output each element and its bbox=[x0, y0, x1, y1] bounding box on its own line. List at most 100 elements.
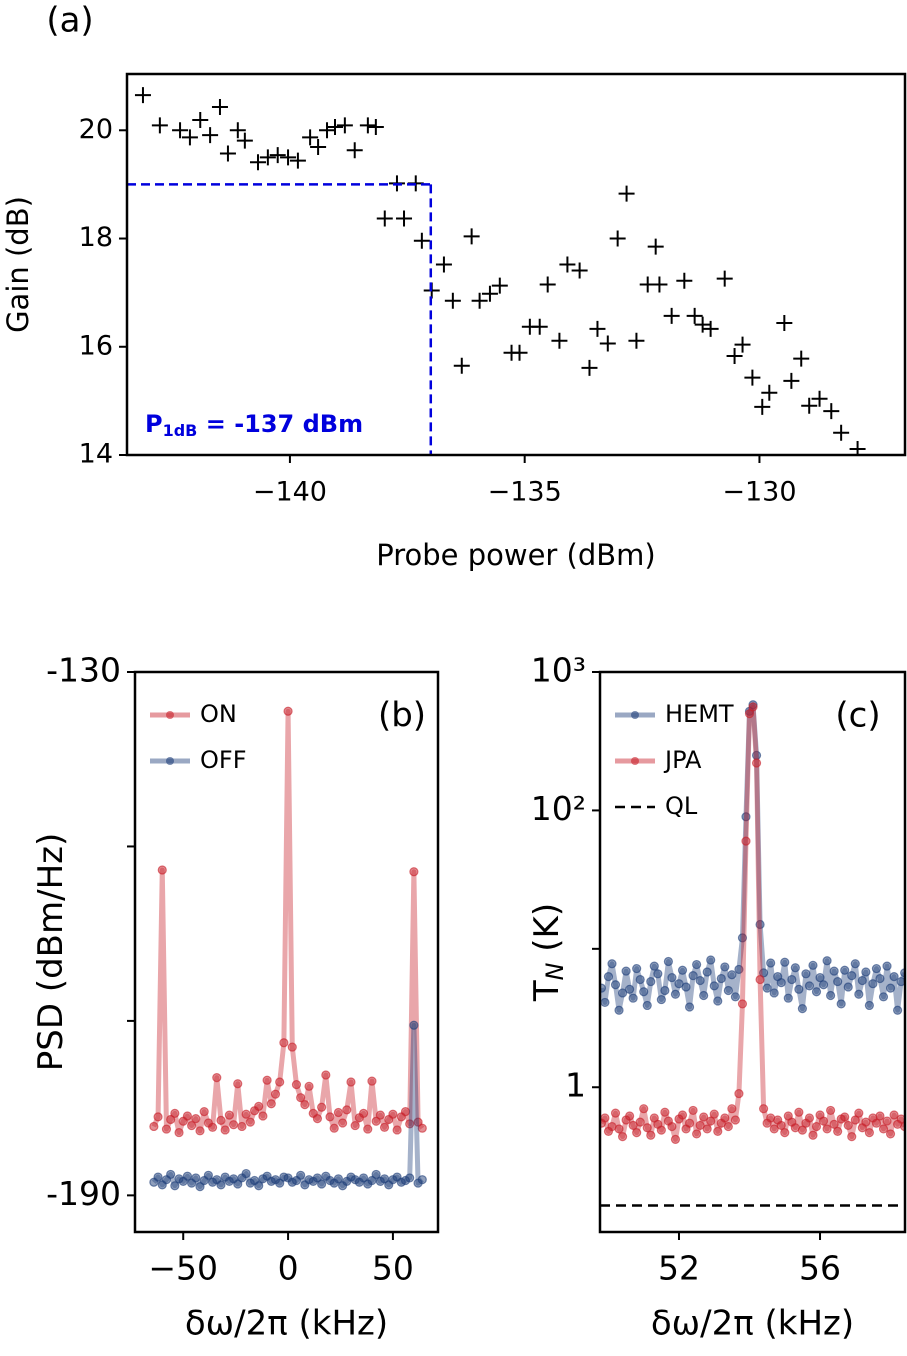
y-tick-label: -130 bbox=[46, 651, 121, 690]
data-point bbox=[723, 1121, 733, 1132]
data-point bbox=[392, 1125, 402, 1135]
plus-marker bbox=[192, 112, 209, 129]
data-point bbox=[804, 1113, 815, 1123]
annotation-text: P bbox=[145, 410, 163, 438]
y-tick-label: 10² bbox=[531, 789, 586, 828]
plus-marker bbox=[453, 357, 470, 374]
data-point bbox=[409, 1020, 419, 1030]
plot-area bbox=[600, 700, 905, 1207]
legend-label: HEMT bbox=[665, 700, 734, 728]
y-tick-label: 18 bbox=[79, 222, 113, 253]
data-point bbox=[667, 1121, 677, 1132]
data-point bbox=[195, 1182, 205, 1192]
y-axis-label-subscript: N bbox=[541, 962, 569, 980]
data-point bbox=[854, 1108, 864, 1118]
data-point bbox=[153, 1112, 163, 1122]
data-point bbox=[875, 973, 885, 984]
data-point bbox=[182, 1111, 193, 1121]
y-axis-label: PSD (dBm/Hz) bbox=[31, 833, 71, 1072]
plus-marker bbox=[280, 149, 297, 166]
data-point bbox=[228, 1120, 239, 1130]
data-point bbox=[270, 1089, 281, 1099]
data-point bbox=[656, 1125, 666, 1135]
y-tick-label: 16 bbox=[79, 330, 113, 361]
data-point bbox=[826, 990, 836, 1001]
data-point bbox=[709, 1109, 719, 1119]
data-point bbox=[794, 1107, 804, 1117]
data-point bbox=[850, 959, 860, 969]
y-axis-label-text: Gain (dB) bbox=[1, 196, 35, 333]
plus-marker bbox=[236, 132, 253, 149]
data-point bbox=[632, 1128, 642, 1138]
y-axis-label-suffix: (K) bbox=[527, 903, 567, 963]
data-point bbox=[224, 1110, 234, 1120]
data-point bbox=[358, 1108, 369, 1118]
data-point bbox=[170, 1108, 180, 1118]
data-point bbox=[216, 1180, 226, 1190]
data-point bbox=[889, 1110, 899, 1120]
data-point bbox=[808, 960, 818, 970]
plus-marker bbox=[511, 344, 528, 361]
data-point bbox=[653, 969, 663, 979]
data-point bbox=[304, 1081, 314, 1091]
data-point bbox=[882, 1116, 892, 1126]
data-point bbox=[861, 967, 871, 977]
plus-marker bbox=[676, 272, 693, 289]
data-point bbox=[811, 987, 822, 997]
data-point bbox=[300, 1100, 310, 1110]
data-point bbox=[885, 983, 896, 993]
data-point bbox=[829, 1119, 839, 1129]
data-point bbox=[737, 933, 748, 943]
data-point bbox=[720, 1113, 730, 1123]
plus-marker bbox=[336, 117, 353, 134]
legend-marker bbox=[166, 757, 174, 765]
plus-marker bbox=[229, 122, 246, 139]
data-point bbox=[843, 982, 853, 992]
data-point bbox=[833, 1126, 843, 1136]
data-point bbox=[840, 965, 850, 975]
data-point bbox=[692, 959, 702, 970]
data-point bbox=[625, 1111, 635, 1121]
data-point bbox=[748, 702, 758, 712]
plus-marker bbox=[651, 276, 668, 293]
data-point bbox=[321, 1070, 331, 1080]
plus-marker bbox=[471, 292, 488, 309]
plus-marker bbox=[811, 390, 828, 407]
data-point bbox=[688, 1105, 698, 1116]
panel-label: (c) bbox=[835, 696, 880, 736]
data-point bbox=[600, 1113, 610, 1123]
data-point bbox=[741, 812, 751, 822]
data-point bbox=[191, 1114, 201, 1124]
data-point bbox=[667, 972, 677, 983]
data-point bbox=[656, 994, 666, 1005]
data-point bbox=[864, 1000, 874, 1011]
data-point bbox=[896, 1114, 905, 1124]
data-point bbox=[766, 958, 776, 968]
data-point bbox=[161, 1124, 172, 1134]
plus-marker bbox=[801, 397, 818, 414]
plus-marker bbox=[581, 359, 598, 376]
data-point bbox=[346, 1077, 356, 1087]
data-point bbox=[639, 1104, 649, 1114]
data-point bbox=[325, 1112, 335, 1122]
data-point bbox=[688, 971, 698, 981]
plus-marker bbox=[302, 129, 319, 146]
data-point bbox=[216, 1115, 226, 1125]
data-point bbox=[646, 976, 656, 987]
plus-marker bbox=[761, 384, 778, 401]
data-point bbox=[642, 1123, 652, 1133]
plus-marker bbox=[628, 332, 645, 349]
data-point bbox=[405, 1119, 415, 1129]
data-point bbox=[836, 999, 846, 1009]
x-tick-label: −135 bbox=[488, 477, 562, 508]
data-point bbox=[610, 980, 621, 990]
data-point bbox=[312, 1173, 323, 1183]
data-point bbox=[245, 1117, 255, 1127]
legend-label: JPA bbox=[663, 746, 702, 774]
data-point bbox=[262, 1075, 272, 1085]
data-point bbox=[275, 1178, 285, 1188]
data-point bbox=[751, 758, 762, 768]
data-point bbox=[695, 975, 705, 986]
annotation-suffix: = -137 dBm bbox=[197, 410, 363, 438]
